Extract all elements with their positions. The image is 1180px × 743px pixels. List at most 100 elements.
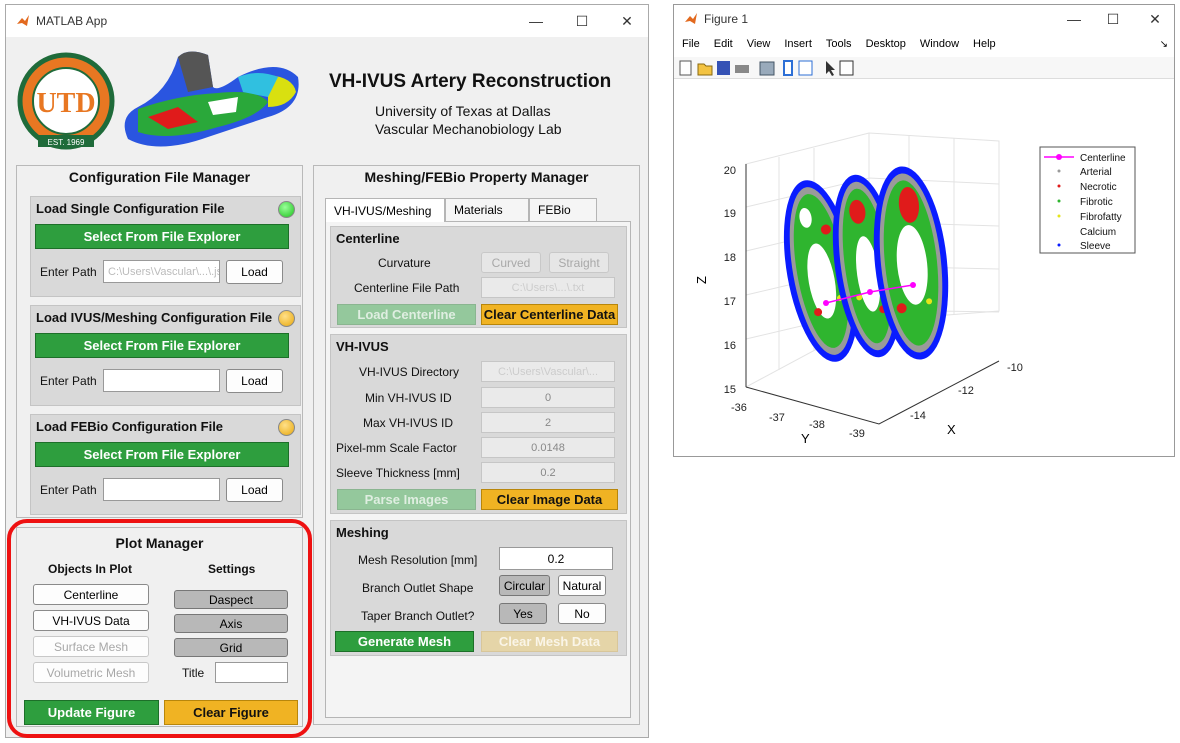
legend-icon[interactable] <box>798 60 813 76</box>
minimize-button[interactable]: — <box>529 13 543 29</box>
menu-desktop[interactable]: Desktop <box>865 38 906 50</box>
tab-vhivus-meshing[interactable]: VH-IVUS/Meshing <box>325 198 445 222</box>
clear-figure-button[interactable]: Clear Figure <box>164 700 298 725</box>
scale-factor-input[interactable]: 0.0148 <box>481 437 615 458</box>
menu-help[interactable]: Help <box>973 38 996 50</box>
single-load-button[interactable]: Load <box>226 260 283 284</box>
vhivus-data-toggle[interactable]: VH-IVUS Data <box>33 610 149 631</box>
mesh-resolution-label: Mesh Resolution [mm] <box>358 553 478 567</box>
mesh-resolution-input[interactable]: 0.2 <box>499 547 613 570</box>
ivus-config-status-lamp <box>278 310 295 327</box>
tab-materials[interactable]: Materials <box>445 198 529 221</box>
print-icon[interactable] <box>735 65 749 73</box>
max-id-input[interactable]: 2 <box>481 412 615 433</box>
menu-view[interactable]: View <box>746 38 771 50</box>
centerline-toggle[interactable]: Centerline <box>33 584 149 605</box>
vhivus-dir-label: VH-IVUS Directory <box>359 365 460 379</box>
straight-button[interactable]: Straight <box>549 252 609 273</box>
surface-mesh-toggle[interactable]: Surface Mesh <box>33 636 149 657</box>
legend-sleeve: Sleeve <box>1080 241 1111 252</box>
menu-insert[interactable]: Insert <box>784 38 812 50</box>
grid-toggle[interactable]: Grid <box>174 638 288 657</box>
new-figure-icon[interactable] <box>679 60 692 76</box>
menu-tools[interactable]: Tools <box>825 38 852 50</box>
x-tick-12: -12 <box>958 385 974 397</box>
tab-febio[interactable]: FEBio <box>529 198 597 221</box>
menu-edit[interactable]: Edit <box>713 38 733 50</box>
ivus-path-input[interactable] <box>103 369 220 392</box>
legend-fibrofatty: Fibrofatty <box>1080 212 1122 223</box>
curvature-label: Curvature <box>378 256 431 270</box>
app-heading: VH-IVUS Artery Reconstruction <box>329 71 612 92</box>
settings-title: Settings <box>208 562 256 576</box>
pointer-icon[interactable] <box>826 61 835 76</box>
maximize-button[interactable]: ☐ <box>575 12 589 29</box>
single-path-input[interactable]: C:\Users\Vascular\...\.json <box>103 260 220 283</box>
taper-yes-button[interactable]: Yes <box>499 603 547 624</box>
clear-image-data-button[interactable]: Clear Image Data <box>481 489 618 510</box>
daspect-toggle[interactable]: Daspect <box>174 590 288 609</box>
colorbar-icon[interactable] <box>783 60 793 76</box>
single-select-file-button[interactable]: Select From File Explorer <box>35 224 289 249</box>
ivus-select-file-button[interactable]: Select From File Explorer <box>35 333 289 358</box>
clear-centerline-button[interactable]: Clear Centerline Data <box>481 304 618 325</box>
single-config-title: Load Single Configuration File <box>36 201 225 216</box>
open-file-icon[interactable] <box>697 63 713 76</box>
legend-centerline: Centerline <box>1080 153 1126 164</box>
plot-manager-highlight <box>7 519 312 738</box>
plot-manager-title: Plot Manager <box>115 535 204 551</box>
circular-button[interactable]: Circular <box>499 575 550 596</box>
axis-toggle[interactable]: Axis <box>174 614 288 633</box>
app-titlebar: MATLAB App — ☐ ✕ <box>6 5 648 37</box>
meshing-title: Meshing <box>336 525 389 540</box>
y-tick-38: -38 <box>809 419 825 431</box>
load-centerline-button[interactable]: Load Centerline <box>337 304 476 325</box>
save-icon[interactable] <box>717 61 730 75</box>
parse-images-button[interactable]: Parse Images <box>337 489 476 510</box>
clear-mesh-data-button[interactable]: Clear Mesh Data <box>481 631 618 652</box>
close-button[interactable]: ✕ <box>621 12 633 29</box>
curved-button[interactable]: Curved <box>481 252 541 273</box>
app-title: MATLAB App <box>36 14 108 28</box>
svg-text:UTD: UTD <box>36 88 95 119</box>
febio-config-title: Load FEBio Configuration File <box>36 419 224 434</box>
febio-path-input[interactable] <box>103 478 220 501</box>
menu-file[interactable]: File <box>682 38 700 50</box>
meshing-febio-manager-panel: Meshing/FEBio Property Manager VH-IVUS/M… <box>313 165 640 725</box>
link-plot-icon[interactable] <box>759 61 775 76</box>
generate-mesh-button[interactable]: Generate Mesh <box>335 631 474 652</box>
meshing-panel-title: Meshing/FEBio Property Manager <box>364 169 589 185</box>
taper-no-button[interactable]: No <box>558 603 606 624</box>
property-editor-icon[interactable] <box>839 60 854 76</box>
ivus-load-button[interactable]: Load <box>226 369 283 393</box>
ivus-path-label: Enter Path <box>40 374 97 388</box>
dock-arrow-icon[interactable]: ↘ <box>1159 39 1168 50</box>
febio-config-status-lamp <box>278 419 295 436</box>
artery-rings <box>783 166 949 362</box>
volumetric-mesh-toggle[interactable]: Volumetric Mesh <box>33 662 149 683</box>
figure-minimize-button[interactable]: — <box>1067 11 1081 27</box>
config-file-manager-panel: Configuration File Manager Load Single C… <box>16 165 303 518</box>
load-ivus-config-group: Load IVUS/Meshing Configuration File Sel… <box>30 305 301 406</box>
figure-title: Figure 1 <box>704 12 749 26</box>
z-tick-16: 16 <box>724 340 736 352</box>
natural-button[interactable]: Natural <box>558 575 606 596</box>
figure-maximize-button[interactable]: ☐ <box>1106 10 1120 27</box>
figure-close-button[interactable]: ✕ <box>1149 10 1161 27</box>
figure-axes: 20 19 18 17 16 15 Z -36 -37 -38 -39 -10 … <box>694 132 1136 446</box>
taper-branch-outlet-label: Taper Branch Outlet? <box>361 609 475 623</box>
x-tick-10: -10 <box>1007 362 1023 374</box>
matlab-icon <box>17 15 29 26</box>
plot-title-input[interactable] <box>215 662 288 683</box>
centerline-path-input[interactable]: C:\Users\...\.txt <box>481 277 615 298</box>
sleeve-thickness-input[interactable]: 0.2 <box>481 462 615 483</box>
menu-window[interactable]: Window <box>919 38 960 50</box>
update-figure-button[interactable]: Update Figure <box>24 700 159 725</box>
vhivus-dir-input[interactable]: C:\Users\Vascular\... <box>481 361 615 382</box>
febio-select-file-button[interactable]: Select From File Explorer <box>35 442 289 467</box>
z-tick-18: 18 <box>724 252 736 264</box>
utd-logo: UTD EST. 1969 <box>17 52 115 150</box>
single-path-label: Enter Path <box>40 265 97 279</box>
febio-load-button[interactable]: Load <box>226 478 283 502</box>
min-id-input[interactable]: 0 <box>481 387 615 408</box>
